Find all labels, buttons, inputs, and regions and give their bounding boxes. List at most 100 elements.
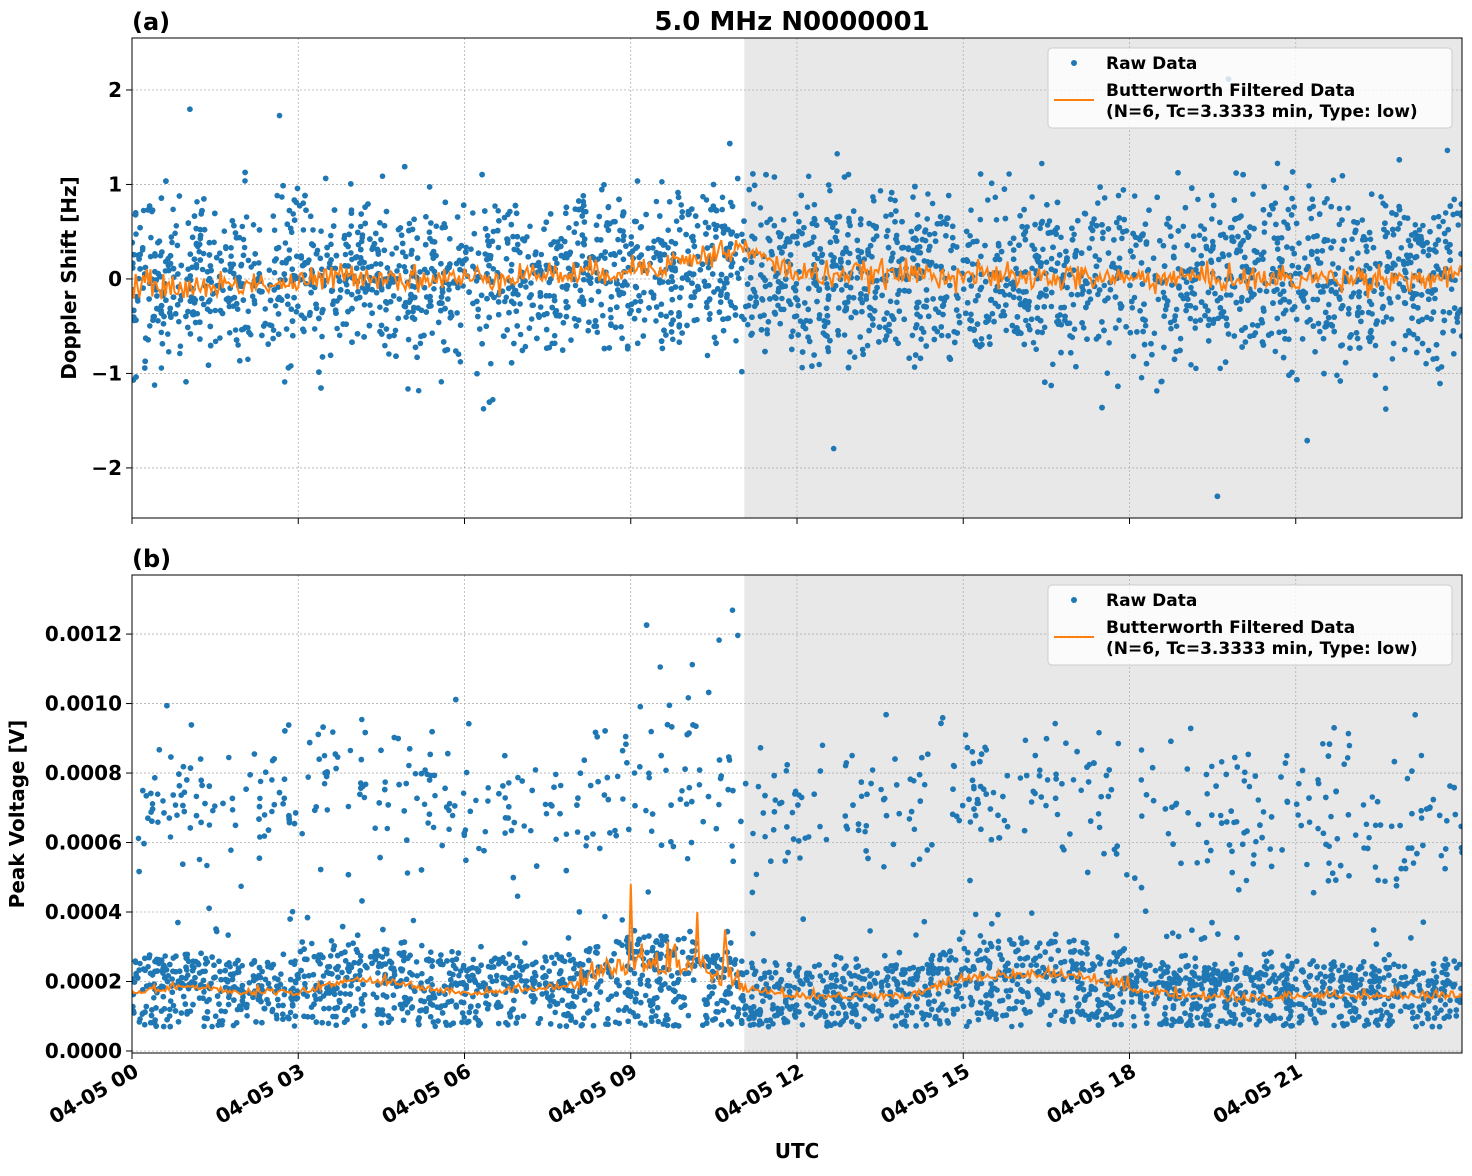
raw-data-point [884, 310, 890, 316]
raw-data-point [877, 324, 883, 330]
raw-data-point [272, 258, 278, 264]
raw-data-point [1039, 330, 1045, 336]
raw-data-point [678, 285, 684, 291]
raw-data-point [608, 315, 614, 321]
raw-data-point [860, 347, 866, 353]
raw-data-point [1216, 257, 1222, 263]
raw-data-point [1383, 386, 1389, 392]
raw-data-point [1178, 336, 1184, 342]
raw-data-point [168, 314, 174, 320]
raw-data-point [897, 308, 903, 314]
raw-data-point [1000, 289, 1006, 295]
raw-data-point [396, 227, 402, 233]
raw-data-point [967, 233, 973, 239]
raw-data-point [1331, 177, 1337, 183]
raw-data-point [1224, 292, 1230, 298]
raw-data-point [698, 267, 704, 273]
raw-data-point [355, 230, 361, 236]
raw-data-point [1115, 384, 1121, 390]
raw-data-point [1070, 237, 1076, 243]
raw-data-point [628, 241, 634, 247]
raw-data-point [213, 308, 219, 314]
raw-data-point [248, 264, 254, 270]
raw-data-point [1261, 207, 1267, 213]
raw-data-point [672, 268, 678, 274]
raw-data-point [1194, 261, 1200, 267]
raw-data-point [1414, 254, 1420, 260]
raw-data-point [729, 264, 735, 270]
raw-data-point [1007, 241, 1013, 247]
raw-data-point [1061, 305, 1067, 311]
raw-data-point [133, 374, 139, 380]
raw-data-point [316, 369, 322, 375]
raw-data-point [159, 249, 165, 255]
raw-data-point [926, 314, 932, 320]
raw-data-point [1237, 306, 1243, 312]
raw-data-point [358, 247, 364, 253]
raw-data-point [871, 198, 877, 204]
y-axis-label-b: Peak Voltage [V] [5, 720, 29, 909]
raw-data-point [704, 304, 710, 310]
raw-data-point [484, 257, 490, 263]
raw-data-point [515, 242, 521, 248]
raw-data-point [337, 278, 343, 284]
raw-data-point [1447, 258, 1453, 264]
raw-data-point [358, 211, 364, 217]
raw-data-point [705, 245, 711, 251]
raw-data-point [197, 319, 203, 325]
raw-data-point [1079, 291, 1085, 297]
raw-data-point [788, 302, 794, 308]
raw-data-point [852, 354, 858, 360]
raw-data-point [1063, 249, 1069, 255]
raw-data-point [1307, 317, 1313, 323]
raw-data-point [414, 355, 420, 361]
raw-data-point [1113, 294, 1119, 300]
raw-data-point [724, 295, 730, 301]
raw-data-point [924, 298, 930, 304]
raw-data-point [475, 307, 481, 313]
raw-data-point [427, 184, 433, 190]
raw-data-point [1449, 286, 1455, 292]
raw-data-point [983, 319, 989, 325]
raw-data-point [999, 249, 1005, 255]
raw-data-point [1339, 217, 1345, 223]
raw-data-point [421, 333, 427, 339]
raw-data-point [612, 219, 618, 225]
raw-data-point [1368, 330, 1374, 336]
raw-data-point [913, 237, 919, 243]
raw-data-point [1210, 246, 1216, 252]
raw-data-point [848, 315, 854, 321]
raw-data-point [993, 195, 999, 201]
raw-data-point [1294, 317, 1300, 323]
raw-data-point [454, 310, 460, 316]
raw-data-point [859, 249, 865, 255]
raw-data-point [427, 229, 433, 235]
raw-data-point [238, 263, 244, 269]
raw-data-point [739, 232, 745, 238]
raw-data-point [749, 259, 755, 265]
raw-data-point [1130, 231, 1136, 237]
raw-data-point [1055, 200, 1061, 206]
raw-data-point [762, 277, 768, 283]
raw-data-point [137, 252, 143, 258]
raw-data-point [1162, 263, 1168, 269]
raw-data-point [1079, 250, 1085, 256]
raw-data-point [961, 286, 967, 292]
raw-data-point [888, 299, 894, 305]
raw-data-point [752, 183, 758, 189]
raw-data-point [779, 296, 785, 302]
raw-data-point [987, 334, 993, 340]
raw-data-point [620, 283, 626, 289]
raw-data-point [520, 348, 526, 354]
raw-data-point [1397, 207, 1403, 213]
raw-data-point [1291, 251, 1297, 257]
raw-data-point [1011, 236, 1017, 242]
raw-data-point [617, 249, 623, 255]
raw-data-point [434, 223, 440, 229]
raw-data-point [1317, 211, 1323, 217]
raw-data-point [1270, 206, 1276, 212]
raw-data-point [883, 337, 889, 343]
raw-data-point [1223, 359, 1229, 365]
raw-data-point [1086, 289, 1092, 295]
raw-data-point [1067, 320, 1073, 326]
